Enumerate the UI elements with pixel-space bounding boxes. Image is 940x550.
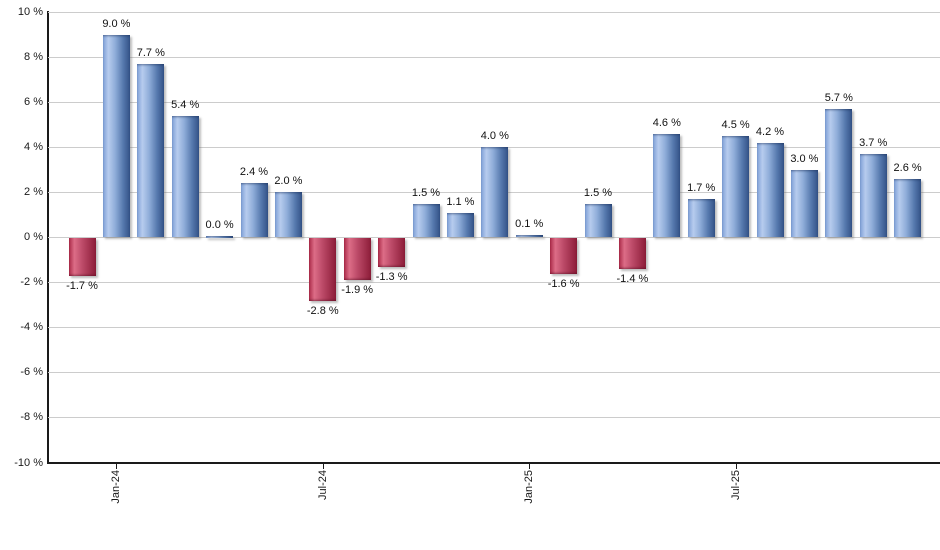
bar-positive [825, 108, 853, 238]
bar-value-label: -2.8 % [306, 304, 339, 317]
y-axis-label: 2 % [24, 185, 43, 198]
bar-positive [894, 178, 922, 238]
bar-value-label: -1.4 % [616, 273, 649, 286]
bar-negative [68, 237, 96, 276]
y-axis-label: -8 % [20, 411, 43, 424]
bar-positive [515, 235, 543, 238]
y-axis-label: 10 % [17, 5, 43, 18]
bar-positive [653, 133, 681, 238]
bar-value-label: -1.3 % [375, 270, 408, 283]
bar-value-label: -1.6 % [547, 277, 580, 290]
y-axis-label: -4 % [20, 321, 43, 334]
bar-positive [722, 136, 750, 238]
bar-value-label: 4.2 % [755, 125, 785, 138]
bar-positive [790, 169, 818, 238]
bar-value-label: 1.1 % [446, 195, 475, 208]
x-axis-tick [529, 464, 531, 469]
y-axis-label: -10 % [14, 456, 43, 469]
bar-value-label: 4.6 % [652, 116, 681, 129]
y-axis-label: 4 % [24, 140, 43, 153]
bar-value-label: 2.6 % [893, 161, 922, 174]
bar-value-label: 0.0 % [205, 219, 234, 231]
gridline [48, 327, 940, 329]
bar-value-label: 1.5 % [411, 186, 441, 199]
bar-value-label: 7.7 % [136, 46, 165, 59]
bar-value-label: 4.5 % [721, 119, 750, 132]
x-axis-tick [322, 464, 324, 469]
gridline [48, 11, 940, 13]
x-axis-label: Jul-24 [316, 470, 329, 500]
bar-value-label: 5.4 % [171, 98, 200, 111]
y-axis-label: 8 % [24, 50, 43, 63]
bar-positive [102, 34, 130, 238]
y-axis-label: 6 % [24, 95, 43, 108]
y-axis-label: -2 % [20, 276, 43, 289]
gridline [48, 56, 940, 58]
bar-value-label: 2.4 % [239, 166, 269, 179]
bar-positive [446, 212, 474, 238]
y-axis-label: 0 % [24, 231, 43, 243]
y-axis-label: -6 % [20, 366, 43, 379]
bar-positive [687, 199, 715, 238]
bar-positive [274, 192, 302, 238]
bar-positive [481, 147, 509, 238]
bar-positive [412, 203, 440, 238]
bar-value-label: 3.7 % [859, 137, 888, 150]
gridline [48, 101, 940, 103]
bar-value-label: -1.9 % [341, 284, 374, 297]
bar-positive [584, 203, 612, 238]
bar-value-label: 0.1 % [515, 218, 544, 231]
bar-positive [206, 236, 234, 238]
gridline [48, 237, 940, 238]
bar-value-label: 4.0 % [480, 130, 509, 143]
bar-positive [240, 183, 268, 238]
gridline [48, 282, 940, 284]
bar-positive [859, 154, 887, 238]
x-axis-tick [116, 464, 118, 469]
x-axis-label: Jan-25 [523, 470, 536, 504]
gridline [48, 417, 940, 419]
x-axis-label: Jan-24 [110, 470, 123, 504]
bar-negative [378, 237, 406, 267]
x-axis-label: Jul-25 [729, 470, 742, 500]
bar-negative [618, 237, 646, 270]
bar-positive [756, 142, 784, 238]
gridline [48, 372, 940, 374]
bar-value-label: 1.7 % [687, 182, 716, 195]
x-axis-tick [735, 464, 737, 469]
bar-positive [137, 63, 165, 238]
bar-value-label: 5.7 % [824, 91, 853, 104]
bar-value-label: 9.0 % [102, 17, 131, 30]
bar-value-label: 1.5 % [583, 186, 613, 199]
bar-negative [309, 237, 337, 301]
bar-negative [343, 237, 371, 281]
bar-value-label: -1.7 % [66, 279, 98, 292]
bar-value-label: 3.0 % [790, 152, 819, 165]
bar-negative [550, 237, 578, 274]
bar-positive [171, 115, 199, 238]
plot-area: -1.7 % 9.0 % 7.7 % 5.4 % 0.0 % 2.4 % 2.0 % -2.8… [48, 11, 940, 463]
x-axis-line [47, 462, 940, 464]
bar-value-label: 2.0 % [274, 175, 303, 188]
